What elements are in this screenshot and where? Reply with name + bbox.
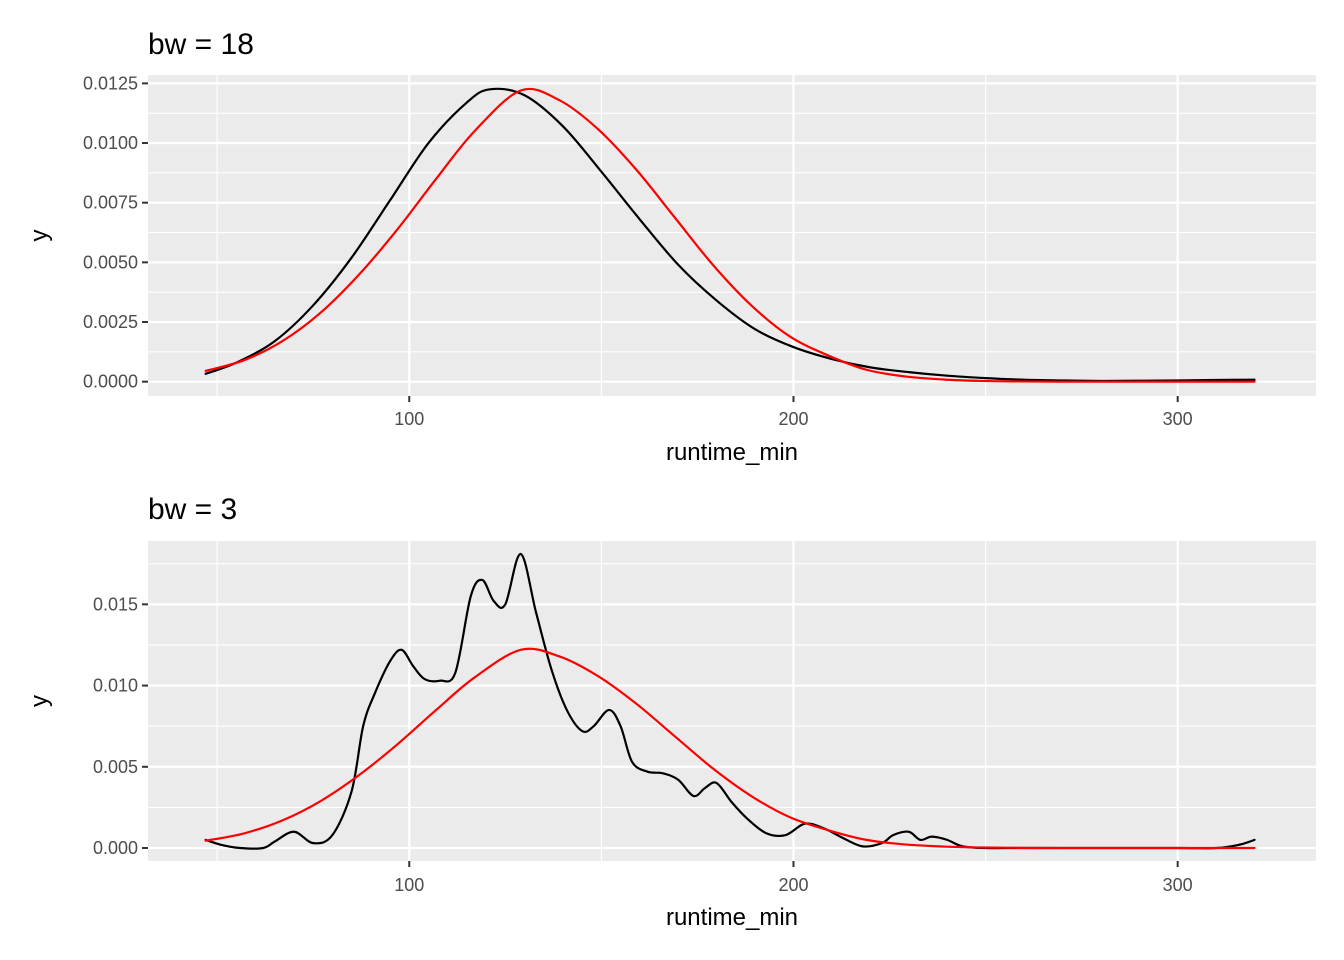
series-line-1 (204, 552, 1256, 850)
plot-background (148, 75, 1316, 396)
x-axis-label: runtime_min (666, 904, 798, 931)
chart-panel-1: 100 200 300 0.0000 0.0025 0.0050 0.0075 0.0100 0… (26, 28, 1316, 466)
x-tick-label: 100 (394, 409, 424, 429)
y-tick-label: 0.0050 (83, 252, 138, 272)
y-tick-label: 0.0025 (83, 312, 138, 332)
y-axis-label: y (26, 230, 53, 242)
x-tick-label: 200 (778, 409, 808, 429)
y-tick-label: 0.0125 (83, 73, 138, 93)
x-tick-label: 300 (1163, 409, 1193, 429)
chart-panel-2: 100 200 300 0.000 0.005 0.010 0.015 bw = 3 runti… (26, 493, 1316, 931)
y-tick-label: 0.005 (93, 757, 138, 777)
y-tick-label: 0.0000 (83, 372, 138, 392)
x-tick-label: 100 (394, 875, 424, 895)
y-tick-label: 0.010 (93, 676, 138, 696)
plot-background (148, 541, 1316, 861)
y-tick-label: 0.000 (93, 838, 138, 858)
x-tick-label: 300 (1163, 875, 1193, 895)
y-tick-label: 0.0100 (83, 133, 138, 153)
chart-title: bw = 18 (148, 28, 254, 61)
x-tick-label: 200 (778, 875, 808, 895)
series-line-2 (204, 647, 1256, 850)
chart-title: bw = 3 (148, 493, 237, 526)
y-tick-label: 0.015 (93, 594, 138, 614)
y-tick-label: 0.0075 (83, 193, 138, 213)
x-axis-label: runtime_min (666, 439, 798, 466)
series-line-2 (204, 87, 1256, 383)
y-axis-label: y (26, 695, 53, 707)
